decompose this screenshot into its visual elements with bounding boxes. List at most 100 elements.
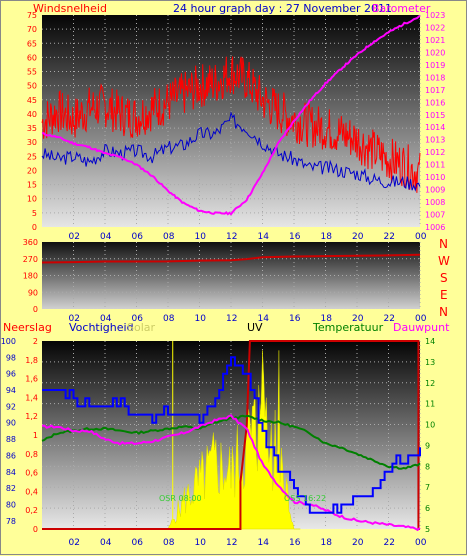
dewpoint-line (41, 414, 421, 532)
baro-y-tick: 1021 (425, 36, 445, 45)
baro-y-tick: 1009 (425, 186, 445, 195)
x-tick-label: 20 (352, 314, 364, 324)
barometer-label: Barometer (372, 2, 431, 15)
wind-y-tick: 50 (27, 82, 37, 91)
temp-y-tick: 10 (425, 421, 435, 430)
x-tick-label: 10 (195, 232, 207, 242)
temp-y-tick: 12 (425, 379, 435, 388)
x-tick-label: 22 (384, 538, 395, 548)
x-tick-label: 20 (352, 538, 364, 548)
barometer-line (41, 14, 421, 216)
x-tick-label: 06 (132, 232, 144, 242)
sunset-annotation: OSS 16:22 (284, 494, 326, 503)
humidity-line (42, 356, 421, 514)
x-tick-label: 16 (289, 232, 301, 242)
x-tick-label: 02 (69, 314, 80, 324)
baro-y-tick: 1013 (425, 136, 445, 145)
rain-y-tick: 1,8 (25, 356, 38, 365)
temp-y-tick: 9 (425, 441, 430, 450)
baro-y-tick: 1014 (425, 123, 445, 132)
rain-y-tick: 0,8 (25, 450, 38, 459)
compass-n-bottom: N (439, 305, 448, 319)
humidity-y-tick: 84 (6, 468, 16, 477)
rain-y-tick: 1,4 (25, 393, 38, 402)
rain-y-tick: 1 (33, 431, 38, 440)
wind-y-tick: 55 (27, 68, 37, 77)
dir-y-tick: 270 (23, 255, 38, 264)
baro-y-tick: 1019 (425, 61, 445, 70)
wind-direction-line (41, 253, 421, 264)
x-tick-label: 04 (100, 538, 112, 548)
x-tick-label: 22 (384, 232, 395, 242)
x-tick-label: 16 (289, 314, 301, 324)
x-tick-label: 10 (195, 538, 207, 548)
wind-y-tick: 35 (27, 124, 37, 133)
temp-y-tick: 7 (425, 483, 430, 492)
wind-speed-label: Windsnelheid (33, 2, 107, 15)
rain-y-tick: 0,2 (25, 506, 38, 515)
wind-y-tick: 70 (27, 25, 37, 34)
x-tick-label: 06 (132, 538, 144, 548)
baro-y-tick: 1007 (425, 211, 445, 220)
x-tick-label: 06 (132, 314, 144, 324)
compass-s: S (440, 271, 448, 285)
wind-y-tick: 60 (27, 53, 37, 62)
neerslag-label: Neerslag (3, 321, 52, 334)
dir-y-tick: 180 (23, 272, 38, 281)
humidity-y-tick: 98 (6, 353, 16, 362)
x-tick-label: 14 (258, 538, 270, 548)
wind-average-line (41, 111, 421, 192)
solar-label: Solar (127, 321, 156, 334)
x-tick-label: 04 (100, 232, 112, 242)
humidity-y-tick: 92 (6, 402, 16, 411)
baro-y-tick: 1010 (425, 173, 445, 182)
chart-series (41, 14, 421, 532)
wind-y-tick: 20 (27, 166, 37, 175)
wind-y-tick: 75 (27, 11, 37, 20)
wind-y-tick: 25 (27, 152, 37, 161)
rain-y-tick: 0,6 (25, 469, 38, 478)
direction-panel (42, 242, 420, 309)
x-tick-label: 12 (226, 538, 237, 548)
wind-y-tick: 15 (27, 181, 37, 190)
x-tick-label: 02 (69, 538, 80, 548)
wind-y-tick: 5 (32, 209, 37, 218)
temp-y-tick: 5 (425, 525, 430, 534)
wind-y-tick: 65 (27, 39, 37, 48)
x-tick-label: 08 (163, 232, 175, 242)
temperatuur-label: Temperatuur (312, 321, 384, 334)
baro-y-tick: 1008 (425, 198, 445, 207)
humidity-y-tick: 78 (6, 517, 16, 526)
baro-y-tick: 1016 (425, 98, 445, 107)
wind-gust-line (41, 56, 421, 193)
dauwpunt-label: Dauwpunt (393, 321, 450, 334)
dir-y-tick: 0 (33, 305, 38, 314)
x-tick-label: 18 (321, 314, 333, 324)
x-tick-label: 00 (415, 314, 427, 324)
sunrise-annotation: OSR 08:00 (159, 494, 202, 503)
x-tick-label: 22 (384, 314, 395, 324)
rain-y-tick: 1,6 (25, 375, 38, 384)
x-tick-label: 08 (163, 314, 175, 324)
x-tick-label: 12 (226, 232, 237, 242)
baro-y-tick: 1011 (425, 161, 445, 170)
x-tick-label: 20 (352, 232, 364, 242)
x-tick-label: 08 (163, 538, 175, 548)
dir-y-tick: 90 (28, 288, 38, 297)
dir-y-tick: 360 (23, 238, 38, 247)
compass-e: E (440, 288, 448, 302)
baro-y-tick: 1012 (425, 148, 445, 157)
baro-y-tick: 1023 (425, 11, 445, 20)
humidity-y-tick: 86 (6, 451, 16, 460)
x-tick-label: 02 (69, 232, 80, 242)
temp-y-tick: 8 (425, 462, 430, 471)
solar-area (167, 350, 301, 530)
rain-y-tick: 1,2 (25, 412, 38, 421)
temp-y-tick: 13 (425, 358, 435, 367)
wind-y-tick: 40 (27, 110, 37, 119)
rain-y-tick: 0 (33, 525, 38, 534)
x-tick-label: 00 (415, 538, 427, 548)
